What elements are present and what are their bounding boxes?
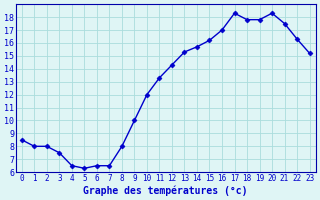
X-axis label: Graphe des températures (°c): Graphe des températures (°c) [84, 185, 248, 196]
